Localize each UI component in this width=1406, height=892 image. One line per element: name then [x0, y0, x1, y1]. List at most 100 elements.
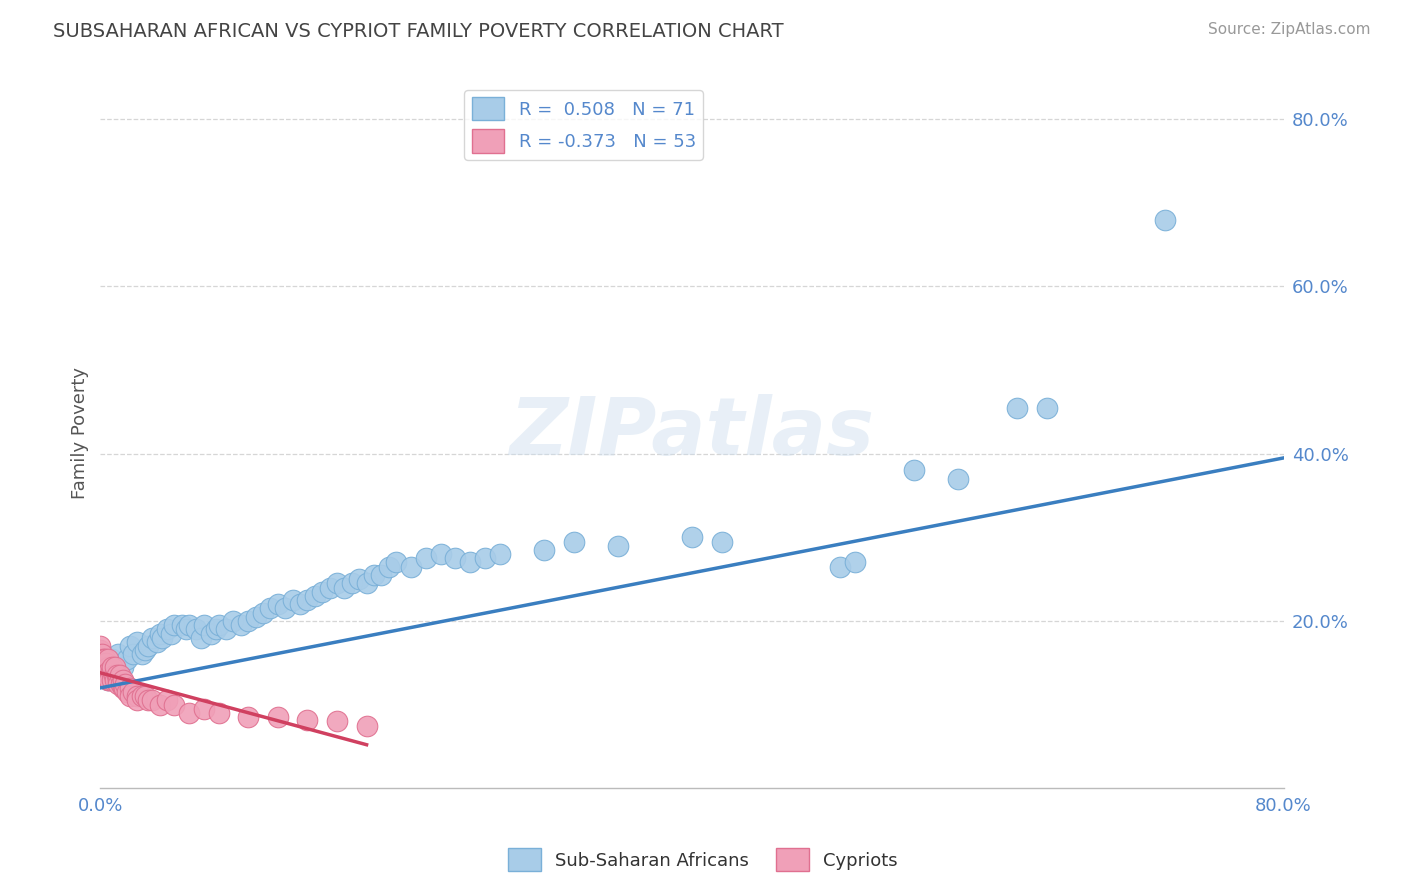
Point — [1036, 401, 1059, 415]
Point — [458, 556, 481, 570]
Point — [90, 656, 112, 670]
Point — [127, 693, 149, 707]
Point — [238, 710, 260, 724]
Point — [326, 576, 349, 591]
Point — [94, 651, 117, 665]
Point — [89, 651, 111, 665]
Point — [252, 606, 274, 620]
Point — [97, 651, 120, 665]
Point — [204, 623, 226, 637]
Point — [100, 664, 122, 678]
Point — [238, 614, 260, 628]
Point — [844, 556, 866, 570]
Point — [160, 626, 183, 640]
Point — [89, 664, 111, 678]
Point — [208, 618, 231, 632]
Point — [288, 597, 311, 611]
Point — [163, 698, 186, 712]
Point — [356, 576, 378, 591]
Point — [304, 589, 326, 603]
Point — [91, 660, 114, 674]
Point — [903, 463, 925, 477]
Point — [326, 714, 349, 729]
Point — [134, 690, 156, 704]
Point — [356, 718, 378, 732]
Point — [562, 534, 585, 549]
Point — [828, 559, 851, 574]
Point — [385, 556, 408, 570]
Point — [104, 660, 127, 674]
Point — [399, 559, 422, 574]
Point — [114, 676, 136, 690]
Text: Source: ZipAtlas.com: Source: ZipAtlas.com — [1208, 22, 1371, 37]
Point — [118, 639, 141, 653]
Point — [710, 534, 733, 549]
Point — [267, 710, 290, 724]
Text: SUBSAHARAN AFRICAN VS CYPRIOT FAMILY POVERTY CORRELATION CHART: SUBSAHARAN AFRICAN VS CYPRIOT FAMILY POV… — [53, 22, 785, 41]
Point — [488, 547, 510, 561]
Point — [101, 673, 124, 687]
Point — [948, 472, 970, 486]
Point — [112, 681, 135, 695]
Point — [177, 706, 200, 720]
Point — [89, 639, 111, 653]
Point — [340, 576, 363, 591]
Point — [122, 685, 145, 699]
Point — [110, 676, 132, 690]
Point — [193, 618, 215, 632]
Point — [607, 539, 630, 553]
Point — [134, 643, 156, 657]
Point — [193, 702, 215, 716]
Point — [107, 673, 129, 687]
Point — [378, 559, 401, 574]
Point — [186, 623, 208, 637]
Point — [105, 668, 128, 682]
Point — [174, 623, 197, 637]
Point — [681, 530, 703, 544]
Y-axis label: Family Poverty: Family Poverty — [72, 367, 89, 499]
Point — [107, 676, 129, 690]
Point — [148, 698, 170, 712]
Point — [108, 668, 131, 682]
Text: ZIPatlas: ZIPatlas — [509, 394, 875, 472]
Point — [141, 631, 163, 645]
Point — [156, 693, 179, 707]
Point — [91, 651, 114, 665]
Point — [208, 706, 231, 720]
Point — [103, 668, 125, 682]
Point — [215, 623, 238, 637]
Point — [297, 713, 319, 727]
Point — [115, 651, 138, 665]
Point — [415, 551, 437, 566]
Point — [333, 581, 356, 595]
Point — [156, 623, 179, 637]
Point — [127, 690, 149, 704]
Point — [267, 597, 290, 611]
Point — [163, 618, 186, 632]
Point — [145, 635, 167, 649]
Point — [444, 551, 467, 566]
Legend: R =  0.508   N = 71, R = -0.373   N = 53: R = 0.508 N = 71, R = -0.373 N = 53 — [464, 90, 703, 160]
Point — [104, 673, 127, 687]
Point — [97, 673, 120, 687]
Point — [118, 690, 141, 704]
Point — [1007, 401, 1029, 415]
Point — [131, 648, 153, 662]
Point — [297, 593, 319, 607]
Point — [136, 693, 159, 707]
Point — [177, 618, 200, 632]
Point — [90, 648, 112, 662]
Point — [111, 660, 134, 674]
Point — [127, 635, 149, 649]
Point — [118, 681, 141, 695]
Point — [311, 584, 333, 599]
Point — [347, 572, 370, 586]
Point — [136, 639, 159, 653]
Point — [94, 664, 117, 678]
Point — [363, 568, 385, 582]
Point — [97, 660, 120, 674]
Point — [122, 648, 145, 662]
Point — [259, 601, 281, 615]
Point — [97, 673, 120, 687]
Point — [101, 660, 124, 674]
